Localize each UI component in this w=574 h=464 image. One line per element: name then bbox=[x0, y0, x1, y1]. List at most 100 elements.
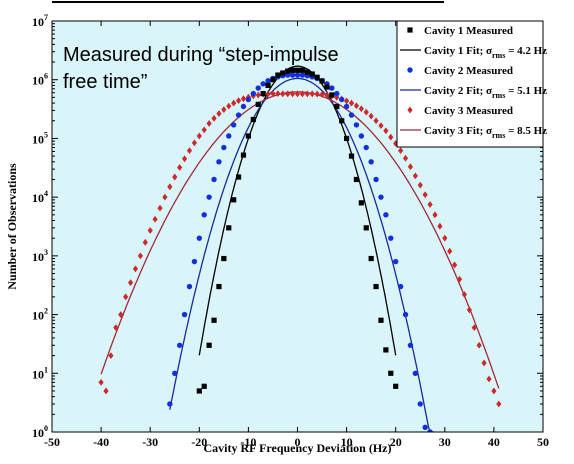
data-point bbox=[368, 112, 374, 120]
data-point bbox=[398, 147, 404, 155]
data-point bbox=[299, 72, 306, 78]
data-point bbox=[127, 279, 134, 287]
data-point bbox=[304, 69, 310, 75]
data-point bbox=[417, 181, 423, 189]
data-point bbox=[186, 147, 193, 155]
data-point bbox=[167, 401, 173, 407]
data-point bbox=[196, 235, 202, 241]
y-tick-label: 107 bbox=[32, 13, 48, 29]
data-point bbox=[358, 105, 364, 113]
data-point bbox=[353, 176, 360, 183]
data-point bbox=[481, 359, 487, 367]
data-point bbox=[368, 255, 374, 262]
data-point bbox=[476, 341, 482, 349]
data-point bbox=[196, 132, 202, 140]
data-point bbox=[383, 347, 389, 353]
data-point bbox=[172, 173, 178, 181]
data-point bbox=[206, 194, 212, 200]
data-point bbox=[176, 342, 183, 348]
data-point bbox=[427, 201, 433, 208]
data-point bbox=[358, 200, 364, 206]
data-point bbox=[299, 67, 306, 73]
data-point bbox=[407, 342, 414, 348]
data-point bbox=[447, 247, 453, 255]
data-point bbox=[226, 102, 232, 110]
data-point bbox=[289, 90, 296, 98]
data-point bbox=[388, 370, 394, 376]
data-point bbox=[368, 159, 374, 165]
data-point bbox=[373, 117, 379, 125]
data-point bbox=[348, 112, 355, 118]
legend-marker bbox=[407, 67, 413, 73]
y-tick-label: 105 bbox=[32, 130, 48, 146]
y-tick-label: 103 bbox=[32, 248, 48, 264]
y-tick-label: 106 bbox=[32, 72, 48, 88]
data-point bbox=[221, 144, 227, 151]
data-point bbox=[383, 127, 389, 135]
data-point bbox=[383, 212, 389, 218]
data-point bbox=[123, 293, 129, 301]
data-point bbox=[422, 424, 428, 431]
data-point bbox=[270, 77, 276, 83]
data-point bbox=[338, 96, 345, 103]
x-tick-label: 0 bbox=[295, 435, 301, 449]
data-point bbox=[280, 90, 286, 98]
data-point bbox=[152, 215, 158, 223]
data-point bbox=[388, 235, 394, 241]
data-point bbox=[231, 197, 237, 203]
data-point bbox=[201, 126, 207, 134]
data-point bbox=[309, 71, 315, 77]
data-point bbox=[456, 275, 463, 283]
data-point bbox=[358, 133, 365, 139]
data-point bbox=[235, 97, 242, 105]
data-point bbox=[137, 252, 143, 260]
data-point bbox=[162, 193, 168, 201]
data-point bbox=[275, 90, 281, 98]
data-point bbox=[309, 90, 315, 98]
legend-label: Cavity 1 Fit; σrms = 4.2 Hz bbox=[424, 45, 547, 60]
data-point bbox=[108, 352, 114, 360]
data-point bbox=[196, 388, 202, 394]
x-axis-label: Cavity RF Frequency Deviation (Hz) bbox=[204, 441, 392, 455]
data-point bbox=[235, 112, 242, 118]
data-point bbox=[334, 93, 340, 101]
data-point bbox=[260, 81, 266, 87]
data-point bbox=[422, 191, 428, 199]
data-point bbox=[221, 255, 227, 262]
x-tick-label: -50 bbox=[44, 435, 60, 449]
data-point bbox=[319, 78, 325, 84]
data-point bbox=[157, 204, 163, 212]
y-tick-label: 100 bbox=[32, 424, 48, 440]
data-point bbox=[397, 283, 404, 290]
data-point bbox=[245, 133, 251, 139]
data-point bbox=[373, 176, 379, 183]
data-point bbox=[378, 122, 384, 130]
data-point bbox=[294, 72, 301, 78]
legend-label: Cavity 3 Measured bbox=[424, 105, 513, 117]
data-point bbox=[221, 106, 227, 113]
y-tick-label: 102 bbox=[32, 307, 48, 323]
data-point bbox=[113, 324, 119, 331]
data-point bbox=[255, 85, 261, 91]
data-point bbox=[402, 154, 409, 162]
data-point bbox=[216, 283, 222, 290]
x-tick-label: 40 bbox=[488, 435, 500, 449]
y-tick-label: 104 bbox=[32, 189, 48, 205]
data-point bbox=[147, 227, 153, 234]
data-point bbox=[289, 67, 296, 73]
data-point bbox=[181, 155, 188, 163]
data-point bbox=[226, 133, 232, 139]
data-point bbox=[491, 387, 497, 395]
data-point bbox=[265, 78, 271, 84]
legend-label: Cavity 2 Measured bbox=[424, 65, 513, 77]
x-tick-label: -20 bbox=[191, 435, 207, 449]
data-point bbox=[294, 67, 301, 73]
data-point bbox=[132, 265, 139, 273]
x-tick-label: 50 bbox=[537, 435, 549, 449]
data-point bbox=[250, 116, 256, 123]
data-point bbox=[226, 225, 232, 231]
data-point bbox=[285, 90, 291, 98]
legend-label: Cavity 2 Fit; σrms = 5.1 Hz bbox=[424, 85, 547, 100]
data-point bbox=[353, 122, 360, 128]
